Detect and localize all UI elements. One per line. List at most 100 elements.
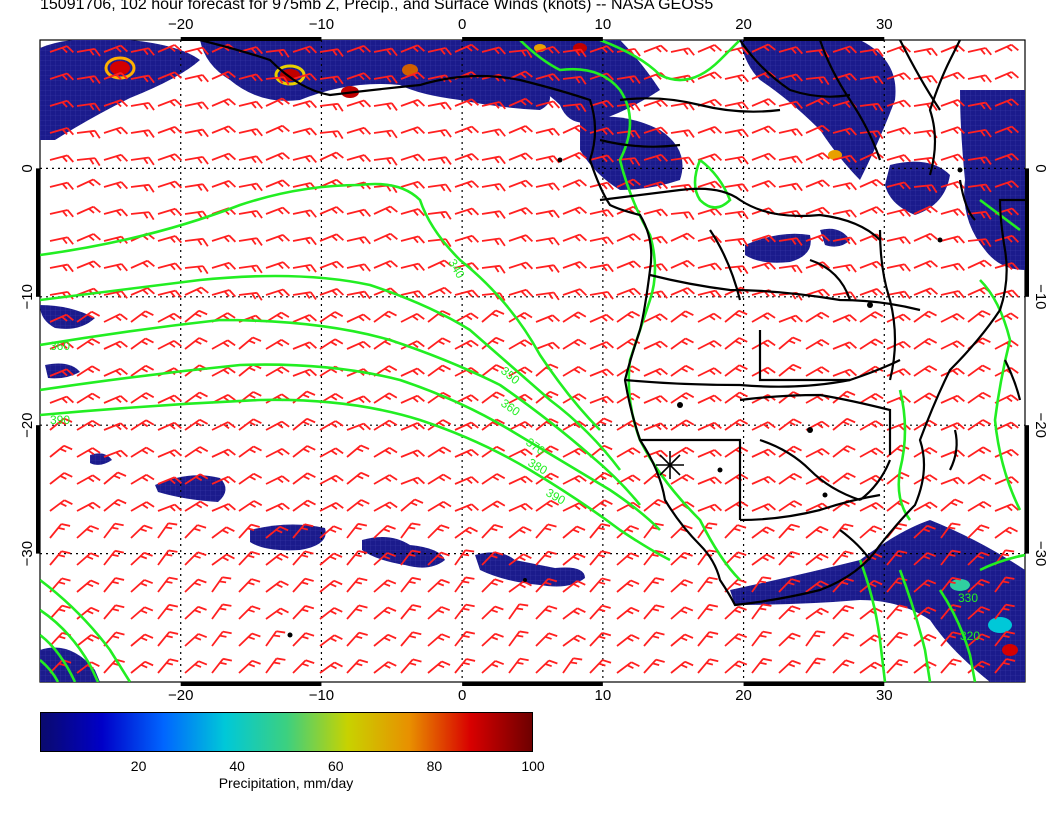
wind-barb-327 bbox=[130, 287, 155, 296]
wind-barb-238 bbox=[643, 208, 668, 217]
wind-barb-264 bbox=[373, 232, 398, 242]
wind-barb-684 bbox=[49, 550, 71, 566]
wind-barb-429 bbox=[940, 340, 965, 350]
wind-barb-769 bbox=[400, 604, 422, 620]
wind-barb-76 bbox=[157, 98, 183, 107]
wind-barb-673 bbox=[724, 524, 747, 539]
wind-barb-114 bbox=[211, 125, 236, 134]
wind-barb-333 bbox=[292, 291, 317, 300]
wind-barb-105 bbox=[940, 98, 966, 107]
wind-barb-752 bbox=[913, 579, 937, 593]
wind-barb-372 bbox=[373, 310, 397, 323]
wind-barb-88 bbox=[481, 101, 506, 110]
wind-barb-621 bbox=[292, 499, 316, 512]
wind-barb-36 bbox=[49, 72, 75, 81]
wind-barb-126 bbox=[535, 127, 560, 137]
wind-barb-644 bbox=[913, 501, 938, 512]
wind-barb-67 bbox=[886, 72, 912, 81]
wind-barb-14 bbox=[427, 47, 452, 56]
wind-barb-480 bbox=[373, 392, 398, 404]
wind-barb-723 bbox=[130, 579, 154, 593]
wind-barb-779 bbox=[670, 606, 694, 620]
wind-barb-569 bbox=[832, 445, 856, 458]
wind-barb-642 bbox=[859, 502, 884, 512]
wind-barb-801 bbox=[292, 632, 315, 647]
wind-barb-686 bbox=[103, 549, 125, 566]
wind-barb-19 bbox=[562, 48, 587, 58]
wind-barb-508 bbox=[157, 421, 182, 431]
wind-barb-852 bbox=[697, 658, 719, 674]
wind-barb-540 bbox=[49, 444, 73, 458]
lon-label-bottom-3: 10 bbox=[595, 687, 612, 704]
wind-barb-73 bbox=[76, 102, 101, 112]
colorbar-tick-20: 20 bbox=[130, 758, 147, 774]
wind-barb-653 bbox=[184, 524, 207, 539]
wind-barb-554 bbox=[427, 446, 452, 458]
wind-barb-732 bbox=[373, 579, 397, 593]
wind-barb-615 bbox=[130, 501, 155, 512]
wind-barb-713 bbox=[832, 550, 854, 566]
wind-barb-502 bbox=[967, 391, 992, 404]
wind-barb-120 bbox=[373, 129, 398, 139]
wind-barb-793 bbox=[76, 634, 100, 647]
wind-barb-389 bbox=[832, 314, 857, 323]
wind-barb-838 bbox=[319, 661, 343, 674]
wind-barb-277 bbox=[724, 237, 749, 247]
wind-barb-835 bbox=[238, 659, 261, 674]
wind-barb-364 bbox=[157, 312, 182, 323]
wind-barb-57 bbox=[616, 75, 641, 84]
wind-barb-754 bbox=[967, 578, 990, 593]
wind-barb-492 bbox=[697, 394, 722, 404]
wind-barb-781 bbox=[724, 605, 747, 620]
wind-barb-315 bbox=[778, 264, 803, 274]
wind-barb-42 bbox=[211, 70, 236, 80]
wind-barb-397 bbox=[76, 338, 101, 350]
wind-barb-86 bbox=[427, 101, 452, 111]
wind-barb-650 bbox=[103, 522, 124, 539]
wind-barb-768 bbox=[373, 606, 397, 620]
wind-barb-69 bbox=[940, 71, 966, 80]
wind-barb-124 bbox=[481, 128, 506, 137]
wind-barb-775 bbox=[562, 607, 586, 620]
wind-barb-599 bbox=[670, 473, 695, 485]
wind-barb-701 bbox=[508, 553, 532, 566]
wind-barb-486 bbox=[535, 390, 559, 404]
wind-barb-44 bbox=[265, 76, 290, 86]
wind-barb-317 bbox=[832, 263, 857, 273]
wind-barb-748 bbox=[805, 580, 829, 593]
wind-barb-795 bbox=[130, 633, 154, 647]
wind-barb-229 bbox=[400, 208, 426, 217]
wind-barb-396 bbox=[49, 341, 74, 350]
wind-barb-391 bbox=[886, 313, 911, 323]
wind-barb-24 bbox=[697, 44, 722, 53]
wind-barb-412 bbox=[481, 336, 505, 350]
wind-barb-809 bbox=[508, 630, 529, 647]
wind-barb-780 bbox=[697, 603, 719, 620]
wind-barb-807 bbox=[454, 630, 476, 647]
wind-barb-631 bbox=[562, 502, 587, 512]
wind-barb-555 bbox=[454, 448, 479, 458]
wind-barb-281 bbox=[832, 236, 857, 246]
contour-label-360: 360 bbox=[50, 339, 70, 353]
wind-barb-510 bbox=[211, 421, 236, 431]
wind-barb-393 bbox=[940, 313, 965, 323]
wind-barb-529 bbox=[724, 418, 749, 431]
wind-barb-440 bbox=[265, 366, 290, 377]
wind-barb-182 bbox=[103, 181, 129, 190]
wind-barb-572 bbox=[913, 446, 938, 458]
wind-barb-294 bbox=[211, 261, 237, 270]
wind-barb-413 bbox=[508, 339, 533, 350]
wind-barb-17 bbox=[508, 49, 533, 59]
wind-barb-285 bbox=[940, 235, 965, 244]
wind-barb-344 bbox=[589, 290, 614, 300]
wind-barb-269 bbox=[508, 234, 534, 243]
wind-barb-481 bbox=[400, 394, 425, 404]
wind-barb-702 bbox=[535, 550, 557, 566]
wind-barb-454 bbox=[643, 367, 668, 377]
lon-label-top-3: 10 bbox=[595, 16, 612, 33]
wind-barb-360 bbox=[49, 313, 74, 323]
wind-barb-810 bbox=[535, 632, 558, 647]
wind-barb-61 bbox=[724, 74, 749, 83]
wind-barb-249 bbox=[940, 208, 966, 217]
wind-barb-199 bbox=[562, 179, 587, 188]
